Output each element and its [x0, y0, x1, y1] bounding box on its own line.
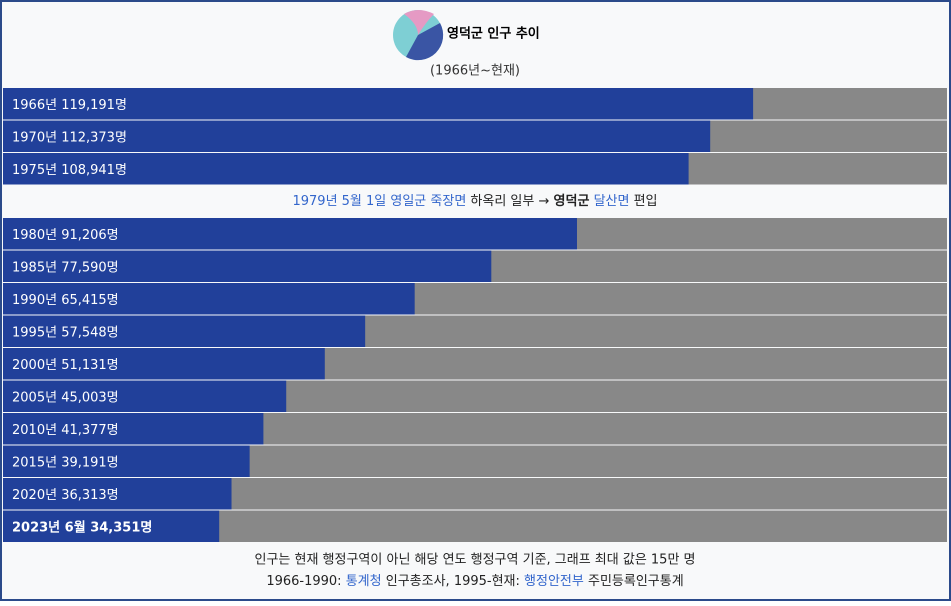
bar-label: 2015년 39,191명: [12, 455, 119, 470]
bar: [3, 348, 325, 380]
bar-label: 2010년 41,377명: [12, 422, 119, 437]
text: 편입: [634, 194, 658, 209]
bar-label: 2023년 6월 34,351명: [12, 519, 152, 535]
value-label: 112,373명: [61, 130, 127, 145]
value-label: 77,590명: [61, 260, 118, 275]
bar: [3, 445, 250, 477]
bar-label: 2000년 51,131명: [12, 357, 119, 372]
logo: [393, 10, 444, 61]
bar: [3, 88, 754, 120]
value-label: 65,415명: [61, 292, 118, 307]
text: 주민등록인구통계: [588, 574, 684, 589]
value-label: 91,206명: [61, 227, 118, 242]
category: 1975년: [12, 162, 57, 177]
category: 1990년: [12, 292, 57, 307]
bar: [3, 283, 415, 315]
value-label: 34,351명: [90, 519, 152, 535]
bar-label: 2005년 45,003명: [12, 390, 119, 405]
category: 2015년: [12, 455, 57, 470]
value-label: 51,131명: [61, 357, 118, 372]
link[interactable]: 1979년 5월 1일 영일군 죽장면: [292, 194, 466, 209]
category: 1995년: [12, 325, 57, 340]
category: 1966년: [12, 97, 57, 112]
bar: [3, 380, 287, 412]
bar: [3, 218, 577, 250]
text: 하옥리 일부 →: [470, 194, 549, 209]
category: 1985년: [12, 260, 57, 275]
value-label: 57,548명: [61, 325, 118, 340]
category: 1980년: [12, 227, 57, 242]
subtitle: (1966년~현재): [430, 64, 520, 79]
value-label: 45,003명: [61, 390, 118, 405]
bar: [3, 120, 711, 152]
chart-title: 영덕군 인구 추이: [447, 26, 540, 42]
value-label: 108,941명: [61, 162, 127, 177]
note: 1966-1990: 통계청 인구총조사, 1995-현재: 행정안전부 주민등…: [266, 573, 683, 589]
link[interactable]: 행정안전부: [524, 573, 584, 589]
annotation: 1979년 5월 1일 영일군 죽장면 하옥리 일부 → 영덕군 달산면 편입: [292, 193, 657, 209]
link[interactable]: 통계청: [346, 574, 382, 589]
note: 인구는 현재 행정구역이 아닌 해당 연도 행정구역 기준, 그래프 최대 값은…: [254, 552, 695, 568]
value-label: 39,191명: [61, 455, 118, 470]
bar-label: 2020년 36,313명: [12, 487, 119, 502]
value-label: 36,313명: [61, 487, 118, 502]
bar: [3, 478, 232, 510]
bar-label: 1985년 77,590명: [12, 260, 119, 275]
bar-label: 1990년 65,415명: [12, 292, 119, 307]
category: 2005년: [12, 390, 57, 405]
category: 2023년 6월: [12, 519, 86, 535]
bar-label: 1970년 112,373명: [12, 130, 127, 145]
bar: [3, 250, 492, 282]
text: 인구총조사, 1995-현재:: [386, 574, 520, 589]
category: 1970년: [12, 130, 57, 145]
bar: [3, 510, 220, 542]
text: 1966-1990:: [266, 574, 341, 589]
bar: [3, 315, 366, 347]
bar-label: 1980년 91,206명: [12, 227, 119, 242]
bar: [3, 413, 264, 445]
category: 2020년: [12, 487, 57, 502]
value-label: 119,191명: [61, 97, 127, 112]
value-label: 41,377명: [61, 422, 118, 437]
text: 영덕군: [554, 193, 590, 209]
category: 2000년: [12, 357, 57, 372]
bar-label: 1995년 57,548명: [12, 325, 119, 340]
bar-label: 1966년 119,191명: [12, 97, 127, 112]
bar-label: 1975년 108,941명: [12, 162, 127, 177]
bar: [3, 153, 689, 185]
link[interactable]: 달산면: [594, 194, 630, 209]
category: 2010년: [12, 422, 57, 437]
